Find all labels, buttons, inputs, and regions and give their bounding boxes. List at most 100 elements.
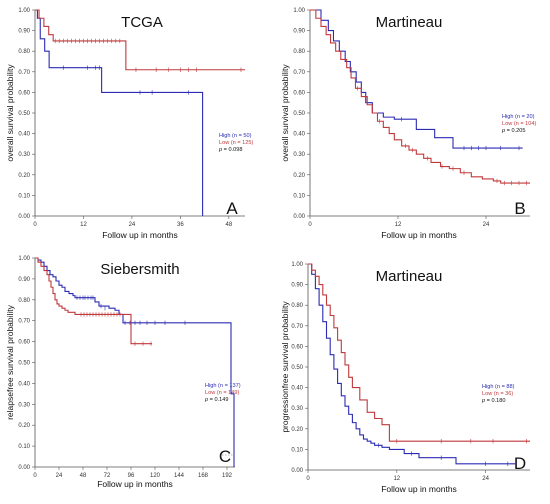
y-tick-label: 0.40 bbox=[18, 132, 30, 138]
y-axis-label: overall survival probability bbox=[5, 64, 15, 162]
y-tick-label: 0.90 bbox=[293, 29, 305, 35]
y-tick-label: 0.90 bbox=[18, 277, 30, 283]
chart-title: Martineau bbox=[376, 268, 443, 285]
series-line-high bbox=[35, 257, 235, 467]
y-tick-label: 1.00 bbox=[293, 8, 305, 14]
y-tick-label: 0.20 bbox=[291, 427, 303, 433]
y-tick-label: 0.60 bbox=[18, 340, 30, 346]
y-tick-label: 0.30 bbox=[291, 406, 303, 412]
y-tick-label: 0.40 bbox=[291, 386, 303, 392]
y-tick-label: 0.10 bbox=[18, 193, 30, 199]
x-tick-label: 120 bbox=[150, 473, 161, 479]
chart-title: Martineau bbox=[376, 14, 443, 31]
x-tick-label: 36 bbox=[177, 222, 184, 228]
x-tick-label: 192 bbox=[222, 473, 233, 479]
y-tick-label: 0.30 bbox=[293, 152, 305, 158]
y-tick-label: 1.00 bbox=[18, 8, 30, 14]
y-tick-label: 0.10 bbox=[18, 444, 30, 450]
x-tick-label: 24 bbox=[482, 476, 489, 482]
x-tick-label: 0 bbox=[33, 473, 37, 479]
series-line-low bbox=[35, 257, 152, 345]
legend-entry-low: Low (n = 104) bbox=[502, 121, 536, 127]
y-tick-label: 0.20 bbox=[18, 423, 30, 429]
y-tick-label: 0.90 bbox=[18, 29, 30, 35]
y-tick-label: 0.00 bbox=[293, 214, 305, 220]
y-tick-label: 0.70 bbox=[18, 70, 30, 76]
x-tick-label: 72 bbox=[104, 473, 111, 479]
y-tick-label: 0.00 bbox=[18, 465, 30, 471]
y-tick-label: 0.80 bbox=[291, 303, 303, 309]
y-tick-label: 0.10 bbox=[291, 447, 303, 453]
chart-panel-b: 0.00 0.10 0.20 0.30 0.40 0.50 0.60 0.70 0.80 0.90… bbox=[280, 8, 536, 240]
x-tick-label: 24 bbox=[129, 222, 136, 228]
chart-panel-d: 0.00 0.10 0.20 0.30 0.40 0.50 0.60 0.70 0.80 0.90… bbox=[280, 262, 530, 494]
y-tick-label: 1.00 bbox=[291, 262, 303, 268]
x-tick-label: 12 bbox=[395, 222, 402, 228]
x-axis-label: Follow up in months bbox=[381, 484, 457, 494]
chart-title: Siebersmith bbox=[100, 261, 179, 278]
y-tick-label: 0.00 bbox=[291, 468, 303, 474]
y-tick-label: 0.60 bbox=[18, 90, 30, 96]
legend-pvalue: p = 0.149 bbox=[204, 397, 229, 403]
legend-entry-low: Low (n = 125) bbox=[219, 140, 253, 146]
y-tick-label: 0.80 bbox=[18, 298, 30, 304]
y-axis-label: overall survival probability bbox=[280, 64, 290, 162]
x-tick-label: 12 bbox=[393, 476, 400, 482]
x-tick-label: 48 bbox=[226, 222, 233, 228]
y-tick-label: 0.50 bbox=[291, 365, 303, 371]
y-tick-label: 0.30 bbox=[18, 152, 30, 158]
x-tick-label: 12 bbox=[80, 222, 87, 228]
y-tick-label: 0.50 bbox=[18, 111, 30, 117]
series-line-high bbox=[35, 9, 204, 216]
panel-letter: A bbox=[226, 199, 238, 218]
y-tick-label: 0.60 bbox=[291, 344, 303, 350]
panel-letter: C bbox=[219, 447, 231, 466]
y-tick-label: 0.20 bbox=[18, 173, 30, 179]
x-tick-label: 0 bbox=[306, 476, 310, 482]
x-tick-label: 24 bbox=[56, 473, 63, 479]
x-tick-label: 0 bbox=[308, 222, 312, 228]
y-tick-label: 1.00 bbox=[18, 256, 30, 262]
x-tick-label: 0 bbox=[33, 222, 37, 228]
chart-panel-c: 0.00 0.10 0.20 0.30 0.40 0.50 0.60 0.70 0.80 0.90… bbox=[5, 256, 241, 489]
x-tick-label: 48 bbox=[80, 473, 87, 479]
series-line-low bbox=[308, 263, 530, 442]
y-tick-label: 0.80 bbox=[293, 49, 305, 55]
y-tick-label: 0.70 bbox=[18, 319, 30, 325]
y-axis-label: relapsefree survival probability bbox=[5, 304, 15, 420]
panel-letter: D bbox=[514, 454, 526, 473]
y-tick-label: 0.50 bbox=[18, 361, 30, 367]
x-axis-label: Follow up in months bbox=[102, 230, 178, 240]
series-line-low bbox=[35, 9, 245, 71]
legend-pvalue: p = 0.205 bbox=[501, 128, 526, 134]
y-tick-label: 0.10 bbox=[293, 193, 305, 199]
x-tick-label: 144 bbox=[174, 473, 185, 479]
y-tick-label: 0.70 bbox=[291, 324, 303, 330]
legend-pvalue: p = 0.180 bbox=[481, 398, 506, 404]
y-axis-label: progressionfree survival probability bbox=[280, 301, 290, 433]
x-tick-label: 96 bbox=[128, 473, 135, 479]
legend-entry-high: High (n = 20) bbox=[502, 114, 535, 120]
x-tick-label: 168 bbox=[198, 473, 209, 479]
y-tick-label: 0.80 bbox=[18, 49, 30, 55]
legend-entry-low: Low (n = 149) bbox=[205, 390, 239, 396]
legend-entry-low: Low (n = 36) bbox=[482, 391, 513, 397]
x-axis-label: Follow up in months bbox=[381, 230, 457, 240]
series-line-high bbox=[310, 9, 523, 149]
y-tick-label: 0.50 bbox=[293, 111, 305, 117]
y-tick-label: 0.40 bbox=[293, 132, 305, 138]
series-line-low bbox=[310, 9, 530, 184]
y-tick-label: 0.90 bbox=[291, 283, 303, 289]
y-tick-label: 0.30 bbox=[18, 402, 30, 408]
legend-pvalue: p = 0.098 bbox=[218, 147, 243, 153]
x-axis-label: Follow up in months bbox=[97, 479, 173, 489]
legend-entry-high: High (n = 50) bbox=[219, 133, 252, 139]
chart-title: TCGA bbox=[121, 14, 163, 31]
x-tick-label: 24 bbox=[483, 222, 490, 228]
y-tick-label: 0.70 bbox=[293, 70, 305, 76]
y-tick-label: 0.40 bbox=[18, 381, 30, 387]
y-tick-label: 0.20 bbox=[293, 173, 305, 179]
y-tick-label: 0.00 bbox=[18, 214, 30, 220]
